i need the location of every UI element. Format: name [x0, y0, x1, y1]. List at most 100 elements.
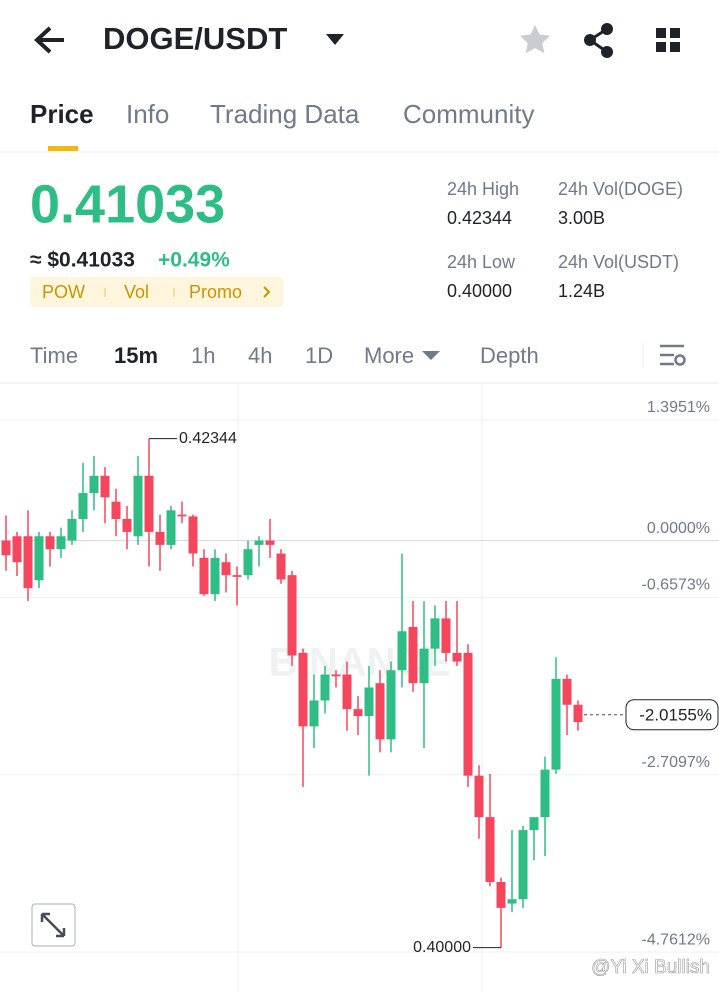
tab[interactable]: Info	[126, 99, 169, 129]
interval[interactable]: Time	[30, 343, 78, 368]
candle-body	[551, 678, 561, 770]
candle-body	[386, 670, 396, 740]
candle-body	[452, 652, 462, 662]
candle-body	[342, 674, 352, 710]
candle-body	[199, 557, 209, 595]
last-price: 0.41033	[30, 174, 225, 234]
candle-body	[133, 475, 143, 537]
interval[interactable]: 15m	[114, 343, 158, 368]
candle-body	[144, 475, 154, 532]
stat-label: 24h Vol(USDT)	[558, 252, 679, 272]
candle-body	[375, 683, 385, 740]
candle-body	[23, 536, 33, 589]
candle-body	[463, 652, 473, 776]
candle-body	[485, 817, 495, 882]
candle-body	[254, 540, 264, 545]
share[interactable]	[584, 23, 613, 58]
fullscreen[interactable]	[31, 903, 76, 947]
candle-body	[408, 627, 418, 684]
candle-body	[562, 678, 572, 705]
candle-body	[155, 531, 165, 545]
interval[interactable]: More	[364, 343, 414, 368]
candle-body	[210, 557, 220, 595]
tab[interactable]: Community	[403, 99, 534, 129]
user-watermark: @Yi Xi Bullish	[591, 957, 710, 978]
tab[interactable]: Price	[30, 99, 94, 129]
candle-body	[243, 549, 253, 576]
y-tick-label: -2.7097%	[642, 754, 711, 771]
chip[interactable]: Promo	[189, 282, 242, 302]
interval[interactable]: 1h	[191, 343, 215, 368]
candle-body	[232, 575, 242, 577]
candle-body	[573, 704, 583, 723]
stat-value: 0.40000	[447, 281, 512, 301]
interval[interactable]: Depth	[480, 343, 539, 368]
stat-value: 1.24B	[558, 281, 605, 301]
candle-body	[287, 575, 297, 656]
stat-label: 24h Vol(DOGE)	[558, 179, 683, 199]
stat-label: 24h High	[447, 179, 519, 199]
candle-body	[419, 648, 429, 684]
more-caret[interactable]	[422, 351, 440, 360]
candle-body	[34, 536, 44, 581]
candle-body	[430, 618, 440, 649]
candle-body	[441, 618, 451, 653]
candle-body	[221, 562, 231, 576]
candle-body	[276, 553, 286, 580]
low-label: 0.40000	[413, 939, 471, 956]
y-tick-label: -0.6573%	[642, 577, 711, 594]
pair-dropdown[interactable]	[326, 34, 344, 45]
candle-body	[320, 674, 330, 701]
candle-body	[100, 475, 110, 498]
candle-body	[122, 518, 132, 532]
candle-body	[364, 687, 374, 717]
chart-settings[interactable]	[660, 344, 686, 366]
current-tag	[625, 699, 719, 731]
y-tick-label: -4.7612%	[642, 931, 711, 948]
candle-body	[353, 709, 363, 717]
chips-bg	[30, 277, 283, 307]
pair-title[interactable]: DOGE/USDT	[103, 21, 287, 56]
candle-body	[89, 475, 99, 494]
chip[interactable]: Vol	[124, 282, 149, 302]
tab[interactable]: Trading Data	[210, 99, 360, 129]
y-tick-label: 1.3951%	[647, 399, 710, 416]
back-button[interactable]	[34, 26, 64, 54]
candle-body	[188, 516, 198, 554]
candle-body	[265, 540, 275, 545]
candle-body	[177, 514, 187, 517]
candle-body	[507, 899, 517, 904]
candle-body	[474, 775, 484, 818]
candle-body	[331, 674, 341, 677]
candle-body	[496, 881, 506, 908]
candle-body	[397, 631, 407, 671]
candle-body	[309, 700, 319, 727]
grid-menu[interactable]	[656, 28, 680, 52]
candle-body	[67, 518, 77, 541]
interval[interactable]: 4h	[248, 343, 272, 368]
candle-body	[166, 510, 176, 545]
candle-body	[111, 501, 121, 519]
candle-body	[12, 536, 22, 563]
candle-body	[45, 536, 55, 550]
change-percent: +0.49%	[158, 249, 230, 272]
favorite[interactable]	[520, 25, 550, 54]
candle-body	[1, 540, 11, 556]
candle-body	[56, 536, 66, 550]
candle-body	[298, 652, 308, 727]
stat-label: 24h Low	[447, 252, 516, 272]
y-tick-label: 0.0000%	[647, 520, 710, 537]
fiat-price: ≈ $0.41033	[30, 249, 135, 272]
candle-body	[529, 817, 539, 831]
candle-body	[518, 830, 528, 900]
stat-value: 3.00B	[558, 208, 605, 228]
interval[interactable]: 1D	[305, 343, 333, 368]
tab-indicator	[48, 146, 78, 151]
candle-body	[78, 493, 88, 519]
stat-value: 0.42344	[447, 208, 512, 228]
chip-arrow[interactable]	[263, 286, 271, 298]
chip[interactable]: POW	[42, 282, 85, 302]
current-label: -2.0155%	[639, 705, 712, 724]
candle-body	[540, 769, 550, 818]
